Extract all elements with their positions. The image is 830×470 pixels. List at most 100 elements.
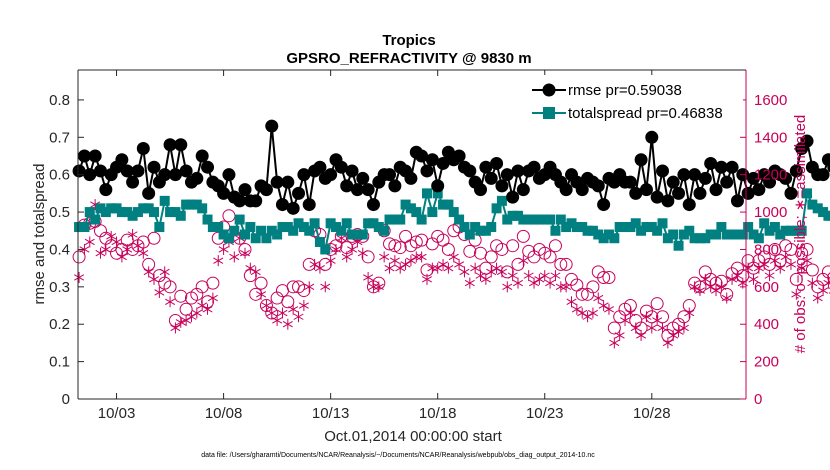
totalspread-point xyxy=(432,188,443,199)
totalspread-point xyxy=(593,229,604,240)
assimilated-obs-point xyxy=(539,270,550,282)
rmse-point xyxy=(752,183,766,197)
assimilated-obs-point xyxy=(320,281,331,293)
assimilated-obs-point xyxy=(818,285,829,297)
x-tick-label: 10/23 xyxy=(526,405,564,422)
rmse-point xyxy=(463,164,477,178)
assimilated-obs-point xyxy=(561,281,572,293)
assimilated-obs-point xyxy=(534,273,545,285)
y-tick-label: 0.7 xyxy=(49,129,70,146)
rmse-point xyxy=(821,153,830,167)
totalspread-point xyxy=(512,210,523,221)
assimilated-obs-point xyxy=(229,251,240,263)
assimilated-obs-point xyxy=(577,307,588,319)
totalspread-point xyxy=(427,207,438,218)
assimilated-obs-point xyxy=(363,271,374,283)
rmse-point xyxy=(827,161,830,173)
assimilated-obs-point xyxy=(148,273,160,285)
possible-obs-point xyxy=(361,250,375,264)
totalspread-point xyxy=(662,233,673,244)
assimilated-obs-point xyxy=(218,243,229,255)
assimilated-obs-point xyxy=(785,258,796,270)
rmse-point xyxy=(479,160,493,174)
rmse-point xyxy=(350,183,364,197)
rmse-point xyxy=(634,153,648,167)
totalspread-point xyxy=(100,207,111,218)
assimilated-obs-point xyxy=(598,300,609,312)
rmse-point xyxy=(115,153,129,167)
totalspread-point xyxy=(705,229,716,240)
totalspread-point xyxy=(314,236,325,247)
assimilated-obs-point xyxy=(106,230,117,242)
assimilated-obs-point xyxy=(614,329,625,341)
y-ticks: 0 0.1 0.2 0.3 0.4 0.5 0.6 0.7 0.8 xyxy=(49,92,84,408)
assimilated-obs-point xyxy=(256,288,267,300)
totalspread-point xyxy=(454,214,465,225)
possible-obs-point xyxy=(559,257,573,271)
assimilated-obs-point xyxy=(459,266,470,278)
y-tick-label: 0.2 xyxy=(49,316,70,333)
y2-ticks: 0 200 400 600 800 1000 1200 1400 1600 xyxy=(740,92,787,408)
rmse-point xyxy=(136,142,150,156)
assimilated-obs-point xyxy=(186,311,197,323)
totalspread-point xyxy=(309,218,320,229)
rmse-point xyxy=(383,168,397,182)
totalspread-point xyxy=(443,199,454,210)
rmse-point xyxy=(763,175,777,189)
assimilated-obs-point xyxy=(705,281,716,293)
rmse-point xyxy=(195,149,209,163)
data-file-footer: data file: /Users/gharamti/Documents/NCA… xyxy=(201,452,595,459)
totalspread-point xyxy=(116,207,127,218)
totalspread-point xyxy=(250,233,261,244)
assimilated-obs-point xyxy=(175,316,186,328)
assimilated-obs-point xyxy=(347,243,358,255)
totalspread-point xyxy=(379,225,390,236)
totalspread-point xyxy=(245,222,256,233)
assimilated-obs-point xyxy=(384,262,395,274)
totalspread-point xyxy=(486,222,497,233)
y-tick-label: 0 xyxy=(62,391,70,408)
totalspread-point xyxy=(711,229,722,240)
assimilated-obs-point xyxy=(727,273,738,285)
assimilated-obs-point xyxy=(330,243,342,255)
totalspread-point xyxy=(678,229,689,240)
totalspread-point xyxy=(759,218,770,229)
assimilated-obs-point xyxy=(668,329,679,341)
rmse-point xyxy=(746,171,760,185)
totalspread-point xyxy=(240,229,250,240)
totalspread-point xyxy=(614,222,625,233)
totalspread-point xyxy=(523,214,534,225)
totalspread-point xyxy=(159,195,170,206)
totalspread-point xyxy=(154,222,165,233)
totalspread-point xyxy=(368,218,379,229)
possible-obs-point xyxy=(206,276,220,290)
totalspread-point xyxy=(325,218,336,229)
assimilated-obs-point xyxy=(165,296,176,308)
totalspread-point xyxy=(539,214,550,225)
totalspread-point xyxy=(197,203,208,214)
assimilated-obs-point xyxy=(421,273,433,285)
assimilated-obs-point xyxy=(443,262,454,274)
assimilated-obs-point xyxy=(620,314,631,326)
rmse-point xyxy=(650,190,664,204)
totalspread-point xyxy=(175,210,186,221)
legend-spread-marker xyxy=(543,107,555,119)
assimilated-obs-point xyxy=(282,318,293,330)
rmse-point xyxy=(629,186,643,200)
rmse-point xyxy=(720,175,734,189)
rmse-point xyxy=(559,183,573,197)
possible-obs-point xyxy=(607,321,621,335)
totalspread-point xyxy=(550,225,561,236)
totalspread-point xyxy=(625,222,636,233)
possible-obs-point xyxy=(441,242,455,256)
assimilated-obs-point xyxy=(662,337,673,349)
assimilated-obs-point xyxy=(646,322,657,334)
rmse-point xyxy=(661,194,675,208)
rmse-point xyxy=(452,149,466,163)
assimilated-obs-point xyxy=(630,322,641,334)
possible-obs-point xyxy=(409,235,423,249)
rmse-point xyxy=(741,186,755,200)
rmse-point xyxy=(233,194,247,208)
totalspread-point xyxy=(464,229,475,240)
totalspread-point xyxy=(202,214,213,225)
